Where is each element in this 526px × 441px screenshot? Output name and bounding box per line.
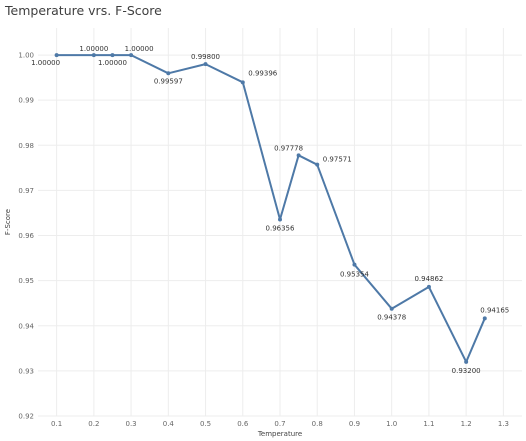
data-point[interactable] [296, 153, 301, 158]
y-tick-label: 0.92 [18, 413, 34, 421]
data-point[interactable] [389, 306, 394, 311]
data-point[interactable] [166, 71, 171, 76]
y-tick-label: 0.98 [18, 142, 34, 150]
x-tick-label: 1.0 [386, 420, 397, 428]
data-point[interactable] [203, 62, 208, 67]
y-tick-label: 0.94 [18, 322, 34, 330]
data-point[interactable] [482, 316, 487, 321]
data-markers [54, 53, 487, 364]
data-point[interactable] [426, 284, 431, 289]
data-point[interactable] [240, 80, 245, 85]
data-point[interactable] [110, 53, 115, 58]
x-tick-label: 0.1 [51, 420, 62, 428]
data-label: 0.99396 [248, 69, 277, 77]
y-tick-label: 0.93 [18, 367, 34, 375]
y-axis-title: F-Score [4, 209, 12, 235]
data-label: 0.99800 [191, 53, 220, 61]
data-label: 0.95354 [340, 271, 369, 279]
data-label: 0.94378 [377, 314, 406, 322]
x-tick-label: 0.6 [237, 420, 249, 428]
data-labels: 1.00000 1.00000 1.00000 1.00000 0.99597 0.998… [31, 45, 509, 375]
y-tick-label: 1.00 [18, 52, 34, 60]
data-label: 0.96356 [266, 224, 295, 232]
x-tick-label: 0.4 [163, 420, 175, 428]
x-tick-label: 1.1 [423, 420, 434, 428]
x-tick-label: 1.2 [461, 420, 472, 428]
x-tick-label: 1.3 [498, 420, 509, 428]
y-tick-label: 0.96 [18, 232, 34, 240]
x-tick-label: 0.2 [88, 420, 99, 428]
series-line [55, 54, 486, 363]
data-label: 0.94862 [414, 275, 443, 283]
data-label: 1.00000 [125, 45, 154, 53]
y-tick-label: 0.99 [18, 97, 34, 105]
data-label: 0.99597 [154, 77, 183, 85]
data-label: 1.00000 [31, 59, 60, 67]
x-tick-label: 0.3 [126, 420, 137, 428]
x-tick-label: 0.7 [274, 420, 285, 428]
data-label: 1.00000 [79, 45, 108, 53]
data-point[interactable] [91, 53, 96, 58]
data-label: 0.97571 [323, 156, 352, 164]
data-point[interactable] [464, 359, 469, 364]
axis-ticks: 0.92 0.93 0.94 0.95 0.96 0.97 0.98 0.99 1.00 0.1 0… [18, 52, 509, 428]
x-tick-label: 0.8 [312, 420, 323, 428]
x-tick-label: 0.5 [200, 420, 211, 428]
data-label: 0.97778 [274, 144, 303, 152]
data-label: 1.00000 [98, 59, 127, 67]
chart-title: Temperature vrs. F-Score [5, 3, 162, 18]
x-tick-label: 0.9 [349, 420, 360, 428]
y-tick-label: 0.95 [18, 277, 34, 285]
x-axis-title: Temperature [257, 430, 302, 438]
data-point[interactable] [54, 53, 59, 58]
data-label: 0.94165 [480, 306, 509, 314]
data-point[interactable] [278, 217, 282, 222]
data-point[interactable] [129, 53, 134, 58]
data-point[interactable] [352, 262, 357, 267]
data-point[interactable] [315, 162, 320, 167]
data-label: 0.93200 [452, 367, 481, 375]
y-tick-label: 0.97 [18, 187, 34, 195]
gridlines [38, 28, 522, 417]
